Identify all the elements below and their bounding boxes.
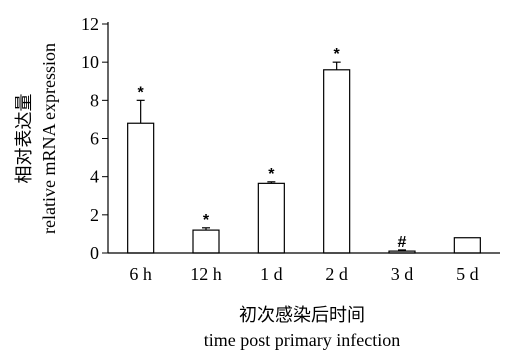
bar xyxy=(127,122,155,254)
significance-mark: * xyxy=(203,212,210,229)
y-axis-title-english: relative mRNA expression xyxy=(39,43,59,234)
x-axis-title-chinese: 初次感染后时间 xyxy=(239,305,365,325)
y-tick-label: 8 xyxy=(90,90,99,110)
y-axis-title-chinese: 相对表达量 xyxy=(14,94,34,184)
x-axis-ticks: 6 h 12 h 1 d 2 d 3 d 5 d xyxy=(129,264,478,284)
bars: * * * * # xyxy=(127,46,481,254)
y-tick-label: 2 xyxy=(90,205,99,225)
y-tick-label: 6 xyxy=(90,129,99,149)
x-tick-label: 6 h xyxy=(129,264,152,284)
x-tick-label: 3 d xyxy=(391,264,414,284)
y-tick-label: 12 xyxy=(81,14,99,34)
bar xyxy=(192,229,220,254)
significance-mark: * xyxy=(138,84,145,101)
y-tick-label: 10 xyxy=(81,52,99,72)
significance-mark: # xyxy=(398,234,407,251)
significance-mark: * xyxy=(268,166,275,183)
y-tick-label: 0 xyxy=(90,243,99,263)
bar xyxy=(257,182,285,254)
x-tick-label: 1 d xyxy=(260,264,283,284)
y-tick-label: 4 xyxy=(90,167,99,187)
x-tick-label: 12 h xyxy=(190,264,222,284)
x-tick-label: 2 d xyxy=(325,264,348,284)
significance-mark: * xyxy=(334,46,341,63)
x-tick-label: 5 d xyxy=(456,264,479,284)
x-axis-title-english: time post primary infection xyxy=(204,330,400,350)
bar xyxy=(323,69,351,254)
y-axis-ticks: 0 2 4 6 8 10 12 xyxy=(81,14,108,263)
bar xyxy=(453,237,481,254)
